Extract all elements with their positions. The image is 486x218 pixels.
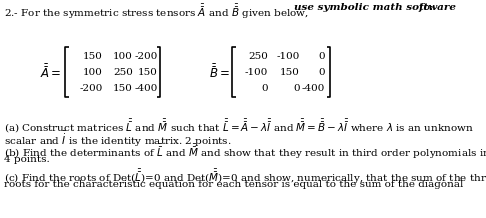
Text: 2.- For the symmetric stress tensors $\bar{\bar{A}}$ and $\bar{\bar{B}}$ given b: 2.- For the symmetric stress tensors $\b… [4, 3, 310, 21]
Text: $\bar{\bar{B}}=$: $\bar{\bar{B}}=$ [209, 63, 230, 81]
Text: 4 points.: 4 points. [4, 155, 50, 164]
Text: to:: to: [416, 3, 433, 12]
Text: -200: -200 [80, 83, 103, 92]
Text: 0: 0 [261, 83, 268, 92]
Text: 100: 100 [83, 68, 103, 77]
Text: 150: 150 [83, 51, 103, 61]
Text: roots for the characteristic equation for each tensor is equal to the sum of the: roots for the characteristic equation fo… [4, 180, 463, 189]
Text: (b) Find the determinants of $\bar{\bar{L}}$ and $\bar{\bar{M}}$ and show that t: (b) Find the determinants of $\bar{\bar{… [4, 143, 486, 161]
Text: -400: -400 [302, 83, 325, 92]
Text: $\bar{\bar{A}}=$: $\bar{\bar{A}}=$ [40, 63, 62, 81]
Text: 0: 0 [294, 83, 300, 92]
Text: -100: -100 [277, 51, 300, 61]
Text: 0: 0 [318, 68, 325, 77]
Text: use symbolic math software: use symbolic math software [294, 3, 456, 12]
Text: 150: 150 [280, 68, 300, 77]
Text: (c) Find the roots of Det($\bar{\bar{L}}$)=0 and Det($\bar{\bar{M}}$)=0 and show: (c) Find the roots of Det($\bar{\bar{L}}… [4, 168, 486, 186]
Text: 150: 150 [113, 83, 133, 92]
Text: 250: 250 [248, 51, 268, 61]
Text: 250: 250 [113, 68, 133, 77]
Text: scalar and $\bar{\dot{I}}$ is the identity matrix. 2 points.: scalar and $\bar{\dot{I}}$ is the identi… [4, 130, 232, 149]
Text: -200: -200 [135, 51, 158, 61]
Text: -100: -100 [244, 68, 268, 77]
Text: 0: 0 [318, 51, 325, 61]
Text: 150: 150 [138, 68, 158, 77]
Text: 100: 100 [113, 51, 133, 61]
Text: (a) Construct matrices $\bar{\bar{L}}$ and $\bar{\bar{M}}$ such that $\bar{\bar{: (a) Construct matrices $\bar{\bar{L}}$ a… [4, 118, 473, 135]
Text: -400: -400 [135, 83, 158, 92]
